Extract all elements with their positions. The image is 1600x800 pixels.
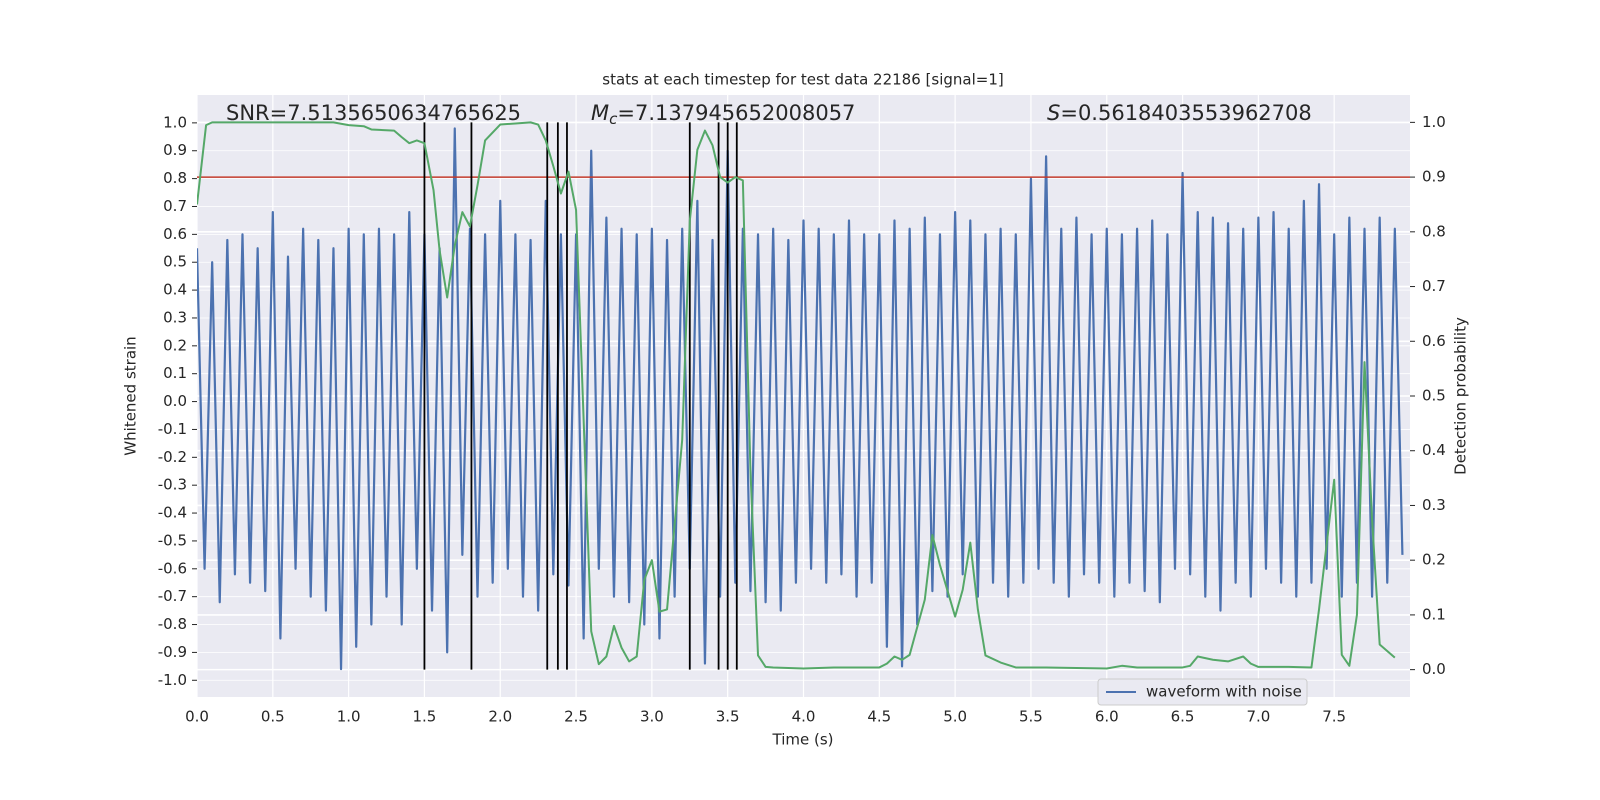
waveform-line xyxy=(197,127,1404,671)
y-tick-label: 0.0 xyxy=(163,392,187,410)
y-tick-label: -0.9 xyxy=(158,643,187,661)
y2-axis-label: Detection probability xyxy=(1452,317,1470,475)
annotation-text: =7.137945652008057 xyxy=(617,101,855,125)
annotation-text: SNR=7.5135650634765625 xyxy=(226,101,521,125)
x-tick-label: 2.5 xyxy=(564,708,588,726)
y2-tick-label: 0.8 xyxy=(1422,222,1446,240)
y-tick-label: 0.5 xyxy=(163,253,187,271)
y-tick-label: -0.7 xyxy=(158,587,187,605)
y-tick-label: 0.8 xyxy=(163,169,187,187)
annotation: Mc=7.137945652008057 xyxy=(591,101,855,128)
annotation-symbol: M xyxy=(591,101,609,125)
x-tick-label: 6.5 xyxy=(1171,708,1195,726)
y2-tick-label: 0.6 xyxy=(1422,332,1446,350)
y-tick-label: -0.6 xyxy=(158,559,187,577)
x-axis-label: Time (s) xyxy=(772,731,834,749)
y-tick-label: -0.3 xyxy=(158,476,187,494)
y-tick-label: 0.6 xyxy=(163,225,187,243)
y2-tick-label: 0.9 xyxy=(1422,168,1446,186)
x-tick-label: 0.5 xyxy=(261,708,285,726)
legend: waveform with noise xyxy=(1097,678,1308,706)
annotation: SNR=7.5135650634765625 xyxy=(226,101,521,125)
x-tick-label: 7.0 xyxy=(1246,708,1270,726)
x-tick-label: 5.5 xyxy=(1019,708,1043,726)
annotation-subscript: c xyxy=(609,110,618,128)
y2-tick-label: 0.3 xyxy=(1422,496,1446,514)
x-tick-label: 3.5 xyxy=(716,708,740,726)
chart-title: stats at each timestep for test data 221… xyxy=(602,71,1003,89)
y2-tick-label: 0.1 xyxy=(1422,605,1446,623)
y2-tick-label: 1.0 xyxy=(1422,113,1446,131)
annotation-text: =0.5618403553962708 xyxy=(1060,101,1311,125)
y-tick-label: -0.2 xyxy=(158,448,187,466)
y-tick-label: 0.9 xyxy=(163,141,187,159)
y2-tick-label: 0.5 xyxy=(1422,387,1446,405)
annotation: S=0.5618403553962708 xyxy=(1047,101,1312,125)
y-tick-label: -0.1 xyxy=(158,420,187,438)
x-tick-label: 1.0 xyxy=(337,708,361,726)
x-tick-label: 5.0 xyxy=(943,708,967,726)
y-tick-label: -0.5 xyxy=(158,531,187,549)
x-tick-label: 2.0 xyxy=(488,708,512,726)
x-tick-label: 3.0 xyxy=(640,708,664,726)
y-tick-label: -0.8 xyxy=(158,615,187,633)
y-tick-label: 0.3 xyxy=(163,308,187,326)
y-tick-label: -0.4 xyxy=(158,504,187,522)
y2-tick-label: 0.4 xyxy=(1422,441,1446,459)
y-tick-label: 0.2 xyxy=(163,336,187,354)
x-tick-label: 1.5 xyxy=(413,708,437,726)
y2-tick-label: 0.0 xyxy=(1422,660,1446,678)
labels: 0.0 0.5 1.0 1.5 2.0 2.5 3.0 3.5 4.0 4.5 5.0 5.5 6.0 6… xyxy=(158,101,1446,726)
y-axis-label: Whitened strain xyxy=(122,336,140,455)
legend-label: waveform with noise xyxy=(1146,683,1302,701)
y-tick-label: 0.4 xyxy=(163,281,187,299)
x-tick-label: 4.0 xyxy=(792,708,816,726)
marks xyxy=(197,121,1410,671)
y-tick-label: -1.0 xyxy=(158,671,187,689)
y-tick-label: 0.1 xyxy=(163,364,187,382)
y2-tick-label: 0.2 xyxy=(1422,551,1446,569)
y-tick-label: 0.7 xyxy=(163,197,187,215)
y2-tick-label: 0.7 xyxy=(1422,277,1446,295)
x-tick-label: 7.5 xyxy=(1322,708,1346,726)
probability-line xyxy=(197,121,1396,670)
legend-box xyxy=(1097,678,1308,706)
x-tick-label: 6.0 xyxy=(1095,708,1119,726)
annotation-symbol: S xyxy=(1047,101,1060,125)
x-tick-label: 4.5 xyxy=(867,708,891,726)
x-tick-label: 0.0 xyxy=(185,708,209,726)
y-tick-label: 1.0 xyxy=(163,113,187,131)
